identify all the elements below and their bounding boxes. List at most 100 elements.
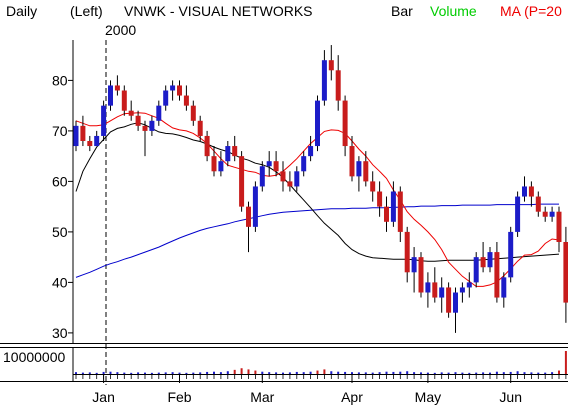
candle-body (266, 161, 272, 167)
candle-body (218, 161, 224, 172)
candle (446, 282, 452, 318)
volume-bar (309, 371, 312, 374)
candle-body (356, 161, 362, 177)
candle (522, 176, 527, 202)
volume-bar (502, 372, 505, 374)
candle-body (197, 120, 203, 136)
candle-body (294, 171, 300, 187)
candle (246, 201, 251, 253)
candle (556, 206, 562, 253)
y-tick-label: 50 (52, 224, 68, 240)
volume-bar (268, 372, 271, 374)
candle (397, 186, 403, 242)
candle-body (239, 156, 245, 207)
month-label: Mar (250, 389, 274, 405)
ma-slow-line (75, 203, 559, 278)
candle-body (363, 161, 369, 182)
volume-bar (206, 371, 209, 374)
volume-axis-label: 10000000 (3, 349, 66, 365)
candle-body (439, 287, 445, 298)
candle (335, 55, 341, 111)
candle-body (94, 135, 100, 147)
volume-bar (461, 372, 464, 374)
candle-body (252, 186, 258, 227)
volume-bar (399, 371, 402, 374)
candle-body (501, 277, 507, 298)
candle-body (487, 252, 493, 268)
candle (94, 130, 100, 147)
candle (183, 85, 189, 111)
candle (197, 115, 203, 141)
candle (411, 247, 417, 293)
volume-bar (275, 372, 278, 374)
volume-bar (178, 372, 181, 374)
volume-bar (564, 351, 567, 374)
candle (211, 146, 217, 177)
volume-bar (95, 372, 98, 374)
candle (349, 135, 355, 182)
month-label: Jun (499, 389, 522, 405)
candle-body (225, 146, 231, 162)
volume-bar (130, 372, 133, 374)
candle (342, 95, 348, 157)
volume-bar (489, 372, 491, 374)
candle-body (128, 110, 134, 116)
candle (101, 100, 107, 141)
volume-bar (157, 372, 160, 374)
candle-body (156, 105, 162, 121)
volume-bar (351, 372, 353, 374)
volume-bar (116, 372, 119, 374)
volume-bar (495, 371, 498, 374)
candle-body (411, 257, 417, 273)
candle (280, 161, 286, 192)
volume-bar (516, 371, 519, 374)
candle-body (377, 191, 383, 207)
candle-body (370, 181, 376, 192)
volume-bar (530, 372, 533, 374)
y-tick-label: 40 (52, 274, 68, 290)
candle (404, 226, 410, 283)
candle-body (308, 146, 314, 157)
volume-bar (226, 371, 229, 374)
candle-body (528, 186, 534, 197)
candle-body (163, 90, 169, 106)
candle-body (177, 85, 182, 96)
volume-bar (288, 372, 291, 374)
volume-bar (219, 372, 222, 374)
volume-bar (482, 372, 485, 374)
volume-bar (364, 372, 367, 374)
candle (121, 85, 127, 116)
ma-legend-label: MA (P=20 (500, 3, 562, 19)
candle (501, 272, 507, 308)
volume-bar (537, 372, 540, 374)
candle-body (301, 156, 307, 172)
candle (252, 181, 258, 232)
period-label: Daily (6, 3, 37, 19)
volume-bar (282, 372, 284, 374)
candle (370, 171, 376, 202)
candle-body (418, 257, 424, 293)
candle-body (211, 156, 217, 172)
candle (142, 120, 148, 157)
candle (239, 151, 245, 212)
candle (177, 80, 182, 101)
candle-body (453, 292, 458, 313)
candle (73, 120, 79, 152)
candle (459, 282, 465, 303)
y-tick-label: 70 (52, 123, 68, 139)
candle (315, 95, 320, 152)
volume-bar (295, 371, 298, 374)
candle-body (190, 105, 196, 121)
candle-body (273, 161, 279, 172)
volume-legend-label: Volume (430, 3, 477, 19)
candle-body (522, 186, 527, 197)
candle (418, 252, 424, 298)
candle (259, 161, 265, 192)
volume-bar (344, 371, 347, 374)
candle (266, 151, 272, 177)
volume-bar (509, 371, 512, 374)
volume-bar (475, 372, 478, 374)
candle-body (384, 206, 389, 222)
candle (149, 115, 155, 136)
